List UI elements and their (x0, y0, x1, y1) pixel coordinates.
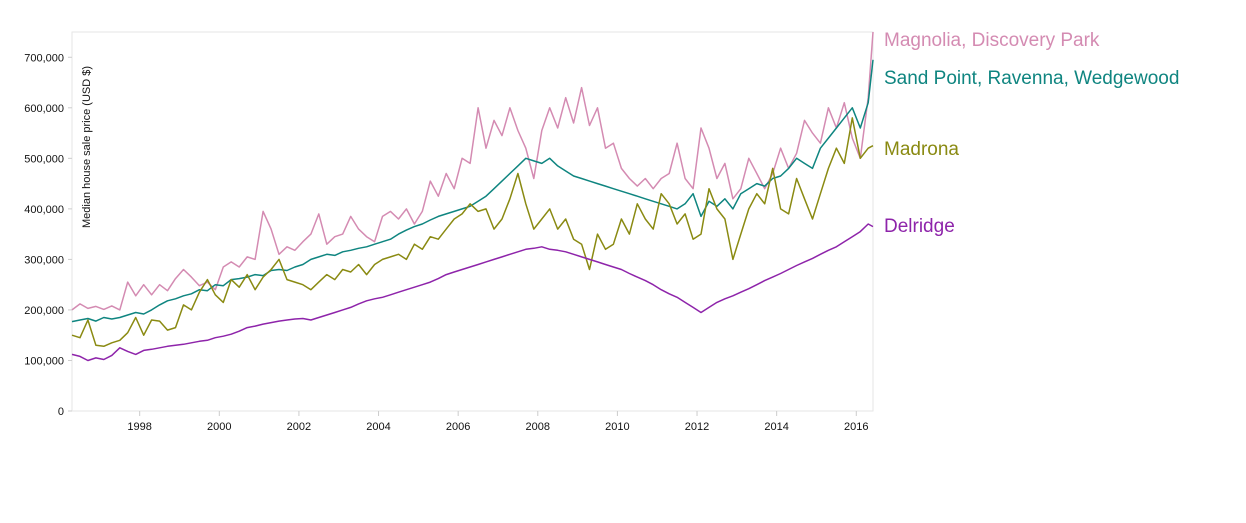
series-label-1: Magnolia, Discovery Park (884, 30, 1100, 51)
x-axis-ticks: 1998 2000 2002 2004 2006 2008 2010 2012 2014 2016 (127, 411, 869, 433)
x-tick-label: 2016 (844, 421, 868, 433)
series-line-4 (71, 223, 874, 362)
y-tick-label: 600,000 (24, 103, 64, 115)
x-tick-label: 2004 (366, 421, 390, 433)
x-tick-label: 2014 (764, 421, 788, 433)
y-tick-label: 300,000 (24, 254, 64, 266)
y-tick-label: 0 (58, 406, 64, 418)
x-tick-label: 2000 (207, 421, 231, 433)
series-labels: Magnolia, Discovery Park Sand Point, Rave… (884, 30, 1179, 237)
series-label-3: Madrona (884, 139, 959, 160)
series-label-2: Sand Point, Ravenna, Wedgewood (884, 68, 1179, 89)
y-axis-ticks: 0 100,000 200,000 300,000 400,000 500,000 600,… (24, 52, 72, 418)
y-tick-label: 700,000 (24, 52, 64, 64)
plot-frame (71, 31, 874, 412)
series-line-3 (71, 117, 874, 348)
y-tick-label: 400,000 (24, 204, 64, 216)
series-line-1 (71, 31, 874, 311)
series-line-2 (71, 59, 874, 323)
x-tick-label: 2002 (287, 421, 311, 433)
series-label-4: Delridge (884, 216, 955, 237)
y-tick-label: 100,000 (24, 355, 64, 367)
y-tick-label: 500,000 (24, 153, 64, 165)
series-lines (71, 31, 874, 362)
x-tick-label: 2012 (685, 421, 709, 433)
x-tick-label: 2010 (605, 421, 629, 433)
y-tick-label: 200,000 (24, 305, 64, 317)
x-tick-label: 2006 (446, 421, 470, 433)
x-tick-label: 2008 (526, 421, 550, 433)
y-axis-title: Median house sale price (USD $) (81, 66, 93, 228)
x-tick-label: 1998 (127, 421, 151, 433)
